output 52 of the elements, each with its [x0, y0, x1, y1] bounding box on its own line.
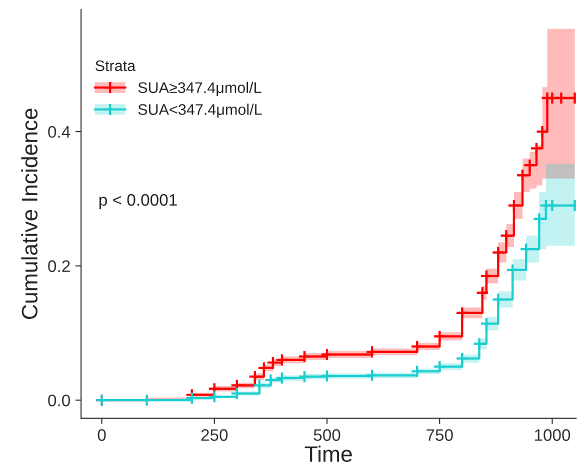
legend-label: SUA≥347.4μmol/L	[138, 82, 262, 96]
point	[365, 345, 379, 358]
point	[536, 124, 549, 138]
x-axis-title: Time	[304, 446, 352, 462]
point	[410, 364, 424, 378]
point	[523, 158, 536, 172]
point	[472, 337, 486, 350]
point	[365, 368, 379, 382]
x-tick-label: 0	[98, 429, 106, 441]
point	[476, 286, 490, 300]
point	[506, 263, 520, 277]
legend-label: SUA<347.4μmol/L	[138, 104, 262, 118]
point	[532, 212, 546, 226]
point	[480, 269, 494, 283]
point	[298, 370, 312, 384]
point	[519, 242, 533, 256]
point	[492, 246, 505, 260]
point	[516, 168, 530, 182]
legend-title: Strata	[96, 60, 136, 72]
point	[248, 370, 262, 384]
x-tick-label: 1000	[534, 429, 570, 441]
x-tick-label: 500	[314, 429, 340, 441]
point	[298, 350, 312, 364]
point	[185, 391, 199, 405]
point	[140, 394, 154, 407]
point	[480, 316, 494, 330]
y-tick-label: 0.2	[48, 260, 70, 272]
point	[275, 371, 289, 385]
point	[530, 142, 544, 156]
point	[546, 198, 559, 212]
y-axis-title: Cumulative Incidence	[21, 108, 38, 319]
point	[410, 340, 424, 354]
point	[455, 306, 469, 320]
point	[320, 348, 334, 362]
point	[492, 292, 505, 306]
y-tick-label: 0.0	[48, 394, 70, 406]
point	[252, 378, 266, 392]
point	[432, 330, 446, 344]
x-tick-label: 250	[201, 429, 228, 441]
point	[320, 369, 334, 383]
point	[432, 360, 446, 374]
point	[275, 353, 289, 367]
y-tick-label: 0.4	[48, 126, 70, 138]
point	[500, 229, 513, 242]
point	[455, 352, 469, 366]
point	[208, 390, 222, 404]
annotation: p < 0.0001	[99, 194, 177, 210]
x-tick-label: 750	[426, 429, 453, 441]
point	[230, 386, 244, 400]
point	[264, 373, 278, 387]
point	[554, 91, 568, 105]
point	[507, 198, 521, 212]
